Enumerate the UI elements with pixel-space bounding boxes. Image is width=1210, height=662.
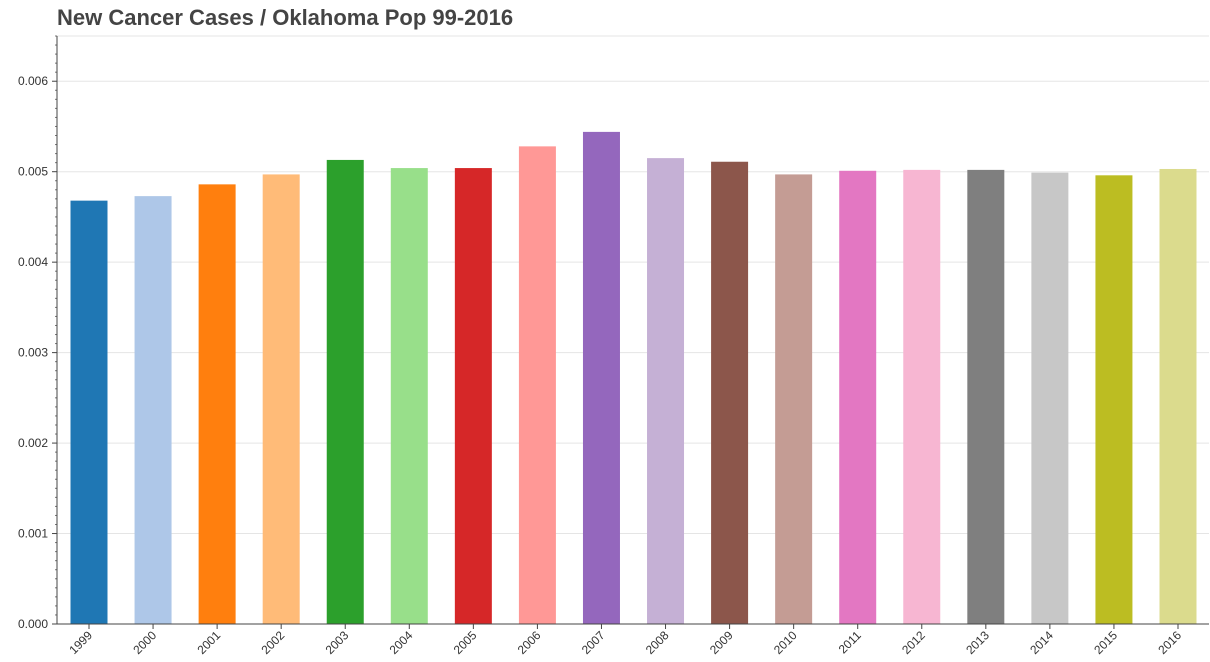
bar-2016 — [1159, 168, 1197, 625]
x-tick-label: 1999 — [66, 628, 95, 657]
x-tick-label: 2007 — [579, 628, 608, 657]
axes — [52, 35, 1209, 629]
grid-lines — [57, 35, 1209, 535]
x-tick-label: 2005 — [451, 628, 480, 657]
x-tick-labels: 1999 2000 2001 2002 2003 2004 2005 2006 2007 2008… — [66, 628, 1184, 657]
x-tick-label: 2002 — [259, 628, 288, 657]
bar-2013 — [967, 169, 1005, 624]
y-tick-label: 0.003 — [18, 346, 48, 360]
bar-2002 — [262, 174, 300, 624]
x-tick-label: 2011 — [836, 628, 864, 656]
bar-2014 — [1031, 172, 1069, 624]
bar-2009 — [711, 161, 749, 625]
x-tick-label: 2012 — [899, 628, 928, 657]
bar-2010 — [775, 174, 813, 624]
bar-2007 — [582, 131, 620, 624]
x-tick-label: 2010 — [771, 628, 800, 657]
y-tick-labels: 0.000 0.001 0.002 0.003 0.004 0.005 0.006 — [18, 74, 48, 631]
bar-1999 — [70, 200, 108, 624]
x-tick-label: 2006 — [515, 628, 544, 657]
x-tick-label: 2015 — [1091, 628, 1120, 657]
chart-title: New Cancer Cases / Oklahoma Pop 99-2016 — [57, 5, 514, 30]
bar-2004 — [390, 168, 428, 624]
bar-2015 — [1095, 175, 1133, 624]
y-tick-label: 0.001 — [18, 527, 48, 541]
y-tick-label: 0.005 — [18, 165, 48, 179]
x-tick-label: 2009 — [707, 628, 736, 657]
y-tick-label: 0.004 — [18, 255, 48, 269]
x-tick-label: 2013 — [963, 628, 992, 657]
x-tick-label: 2016 — [1155, 628, 1184, 657]
bar-2000 — [134, 196, 172, 624]
bars — [70, 131, 1197, 625]
bar-2008 — [647, 158, 685, 624]
x-tick-label: 2000 — [130, 628, 159, 657]
y-tick-label: 0.002 — [18, 436, 48, 450]
x-tick-label: 2001 — [194, 628, 223, 657]
y-tick-label: 0.006 — [18, 74, 48, 88]
x-tick-label: 2014 — [1027, 628, 1056, 657]
x-tick-label: 2008 — [643, 628, 672, 657]
bar-2006 — [518, 146, 556, 625]
x-tick-label: 2003 — [323, 628, 352, 657]
bar-2012 — [903, 169, 941, 624]
bar-2011 — [839, 170, 877, 625]
bar-2005 — [454, 168, 492, 624]
bar-2001 — [198, 184, 236, 625]
y-tick-label: 0.000 — [18, 617, 48, 631]
bar-2003 — [326, 159, 364, 624]
x-tick-label: 2004 — [387, 628, 416, 657]
